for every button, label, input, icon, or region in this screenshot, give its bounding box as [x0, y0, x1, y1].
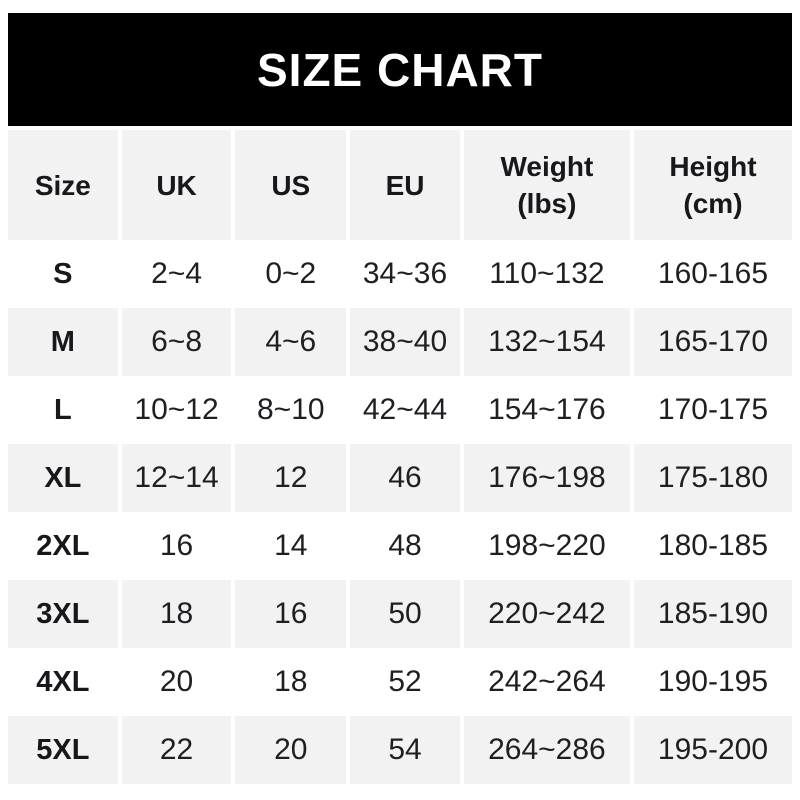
height-cell: 160-165	[657, 257, 769, 290]
eu-cell: 52	[388, 665, 422, 698]
us-cell: 0~2	[265, 257, 317, 290]
uk-cell: 20	[159, 665, 194, 698]
size-cell: L	[53, 393, 72, 426]
eu-cell: 42~44	[362, 393, 448, 426]
weight-cell: 242~264	[488, 665, 606, 698]
size-cell: 5XL	[8, 716, 118, 784]
us-cell: 16	[235, 580, 347, 648]
eu-cell: 50	[350, 580, 460, 648]
table-row: S 2~4 0~2 34~36 110~132 160-165	[8, 240, 792, 308]
uk-cell: 12~14	[121, 444, 232, 512]
size-cell: 2XL	[36, 529, 90, 562]
height-cell: 180-185	[657, 529, 769, 562]
eu-cell: 38~40	[350, 308, 460, 376]
us-cell: 20	[235, 716, 347, 784]
header-weight: Weight (lbs)	[463, 130, 630, 240]
table-row: L 10~12 8~10 42~44 154~176 170-175	[8, 376, 792, 444]
us-cell: 12	[235, 444, 347, 512]
header-size: Size	[8, 130, 118, 240]
table-header-row: Size UK US EU Weight (lbs) Height (cm)	[8, 130, 792, 240]
uk-cell: 16	[159, 529, 194, 562]
eu-cell: 48	[388, 529, 422, 562]
header-us: US	[235, 130, 347, 240]
uk-cell: 2~4	[151, 257, 202, 290]
height-cell: 175-180	[633, 444, 792, 512]
table-row: 2XL 16 14 48 198~220 180-185	[8, 512, 792, 580]
size-cell: XL	[8, 444, 118, 512]
size-chart-banner: SIZE CHART	[8, 13, 792, 126]
eu-cell: 54	[350, 716, 460, 784]
table-row: XL 12~14 12 46 176~198 175-180	[8, 444, 792, 512]
us-cell: 4~6	[235, 308, 347, 376]
table-row: M 6~8 4~6 38~40 132~154 165-170	[8, 308, 792, 376]
size-chart-table: Size UK US EU Weight (lbs) Height (cm) S…	[8, 130, 792, 784]
uk-cell: 10~12	[134, 393, 219, 426]
height-cell: 170-175	[657, 393, 769, 426]
table-row: 3XL 18 16 50 220~242 185-190	[8, 580, 792, 648]
eu-cell: 46	[350, 444, 460, 512]
us-cell: 18	[274, 665, 308, 698]
eu-cell: 34~36	[362, 257, 448, 290]
weight-cell: 154~176	[488, 393, 606, 426]
table-row: 5XL 22 20 54 264~286 195-200	[8, 716, 792, 784]
size-cell: 4XL	[36, 665, 90, 698]
size-cell: S	[53, 257, 73, 290]
height-cell: 190-195	[657, 665, 769, 698]
header-uk: UK	[121, 130, 232, 240]
size-cell: 3XL	[8, 580, 118, 648]
uk-cell: 6~8	[121, 308, 232, 376]
table-row: 4XL 20 18 52 242~264 190-195	[8, 648, 792, 716]
height-cell: 185-190	[633, 580, 792, 648]
weight-cell: 264~286	[463, 716, 630, 784]
uk-cell: 18	[121, 580, 232, 648]
header-height: Height (cm)	[633, 130, 792, 240]
size-cell: M	[8, 308, 118, 376]
height-cell: 165-170	[633, 308, 792, 376]
us-cell: 14	[274, 529, 308, 562]
weight-cell: 110~132	[489, 257, 605, 290]
header-eu: EU	[350, 130, 460, 240]
weight-cell: 220~242	[463, 580, 630, 648]
weight-cell: 198~220	[488, 529, 606, 562]
weight-cell: 176~198	[463, 444, 630, 512]
uk-cell: 22	[121, 716, 232, 784]
us-cell: 8~10	[257, 393, 325, 426]
weight-cell: 132~154	[463, 308, 630, 376]
height-cell: 195-200	[633, 716, 792, 784]
page-title: SIZE CHART	[257, 43, 543, 96]
